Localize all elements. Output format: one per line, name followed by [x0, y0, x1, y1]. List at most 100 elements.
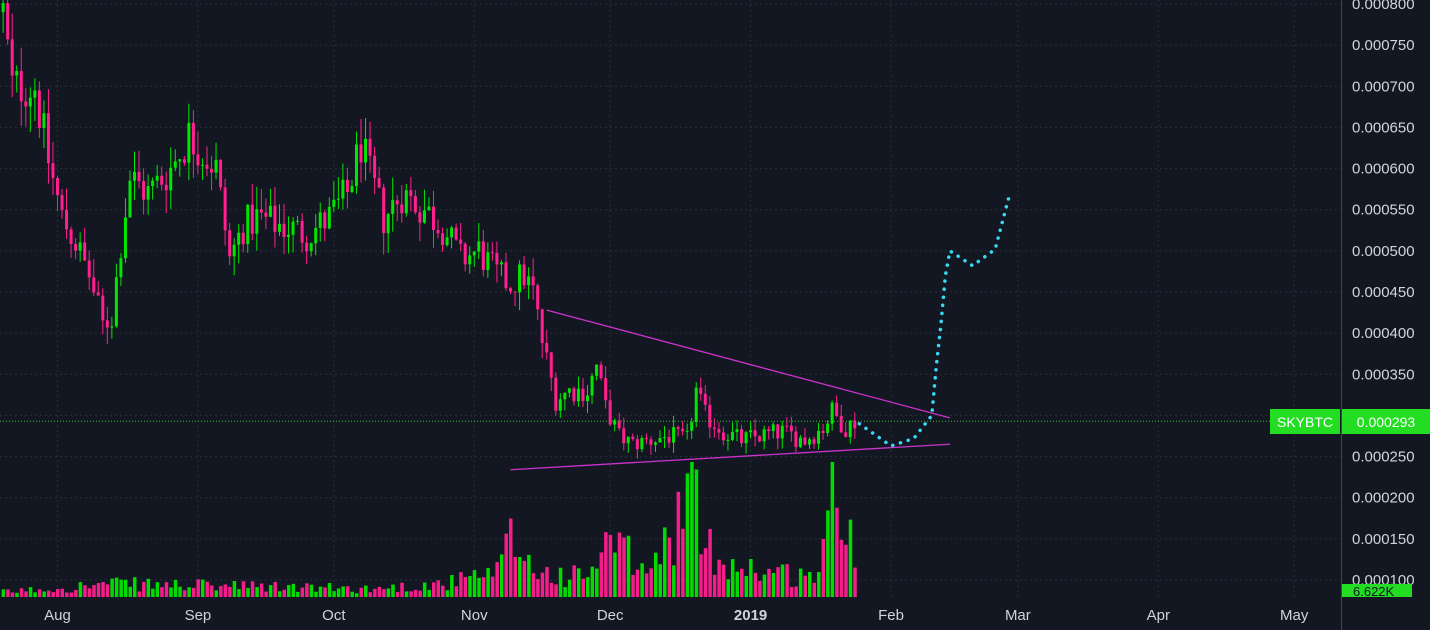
price-tick-label: 0.000750 — [1352, 37, 1415, 54]
volume-bar — [219, 586, 223, 597]
volume-bar — [513, 556, 518, 597]
candle-body — [794, 431, 798, 447]
candle-body — [232, 244, 236, 257]
volume-bar — [567, 579, 572, 597]
volume-bar — [685, 473, 690, 597]
volume-bar — [463, 576, 468, 597]
candle-body — [151, 180, 155, 186]
candle-body — [653, 442, 657, 445]
candle-body — [726, 439, 730, 441]
candle-body — [314, 227, 318, 244]
candle-body — [717, 428, 721, 433]
candle-body — [572, 388, 576, 402]
volume-bar — [78, 582, 83, 597]
candle-body — [486, 252, 490, 271]
candle-body — [33, 90, 37, 98]
candle-body — [740, 429, 744, 444]
candle-body — [468, 255, 472, 265]
volume-bar — [472, 570, 477, 597]
time-tick-label: Dec — [597, 607, 624, 624]
candle-body — [56, 177, 59, 196]
volume-bar — [540, 572, 545, 597]
time-tick-label: 2019 — [734, 607, 767, 624]
volume-bar — [56, 589, 60, 597]
candle-body — [377, 178, 381, 188]
volume-bar — [223, 584, 228, 597]
candle-body — [586, 395, 590, 402]
candle-body — [241, 232, 245, 245]
symbol-label: SKYBTC — [1277, 414, 1333, 430]
candle-body — [640, 438, 644, 450]
candle-body — [110, 326, 114, 328]
candle-body — [246, 204, 250, 245]
candle-body — [490, 252, 494, 254]
volume-bar — [626, 535, 631, 597]
price-tick-label: 0.000200 — [1352, 490, 1415, 507]
candle-body — [635, 439, 639, 450]
candle-body — [114, 277, 118, 327]
candle-body — [400, 204, 404, 214]
candle-body — [595, 364, 599, 376]
candle-body — [504, 262, 508, 289]
trendline[interactable] — [510, 443, 950, 471]
candle-body — [422, 210, 426, 223]
volume-bar — [404, 591, 409, 597]
time-axis[interactable]: Aug Sep Oct Nov Dec 2019 Feb Mar Apr May — [44, 607, 1309, 624]
candle-body — [282, 223, 286, 237]
candle-body — [749, 430, 753, 433]
volume-bar — [613, 552, 617, 597]
price-candles — [1, 0, 857, 459]
volume-bar — [690, 462, 694, 597]
candle-body — [155, 175, 159, 181]
candle-body — [373, 155, 377, 179]
volume-bar — [110, 578, 114, 597]
volume-bar — [622, 537, 626, 597]
volume-bar — [586, 577, 590, 597]
volume-bar — [92, 585, 96, 597]
volume-bar — [250, 581, 255, 597]
price-tick-label: 0.000700 — [1352, 78, 1415, 95]
volume-bar — [74, 589, 78, 597]
volume-bar — [649, 568, 653, 597]
volume-bar — [676, 491, 681, 597]
last-price-label: 0.000293 — [1357, 414, 1416, 430]
candle-body — [803, 437, 807, 445]
volume-bar — [631, 574, 635, 597]
candle-body — [545, 343, 549, 353]
volume-bar — [549, 582, 554, 597]
volume-bar — [445, 590, 450, 597]
candle-body — [481, 241, 485, 271]
candle-body — [327, 206, 331, 229]
candle-body — [210, 168, 214, 173]
volume-bar — [821, 538, 826, 597]
candle-body — [65, 209, 69, 230]
volume-bar — [490, 576, 495, 597]
candle-body — [382, 187, 386, 234]
candle-body — [37, 90, 41, 128]
candle-body — [391, 200, 395, 215]
volume-bar — [350, 591, 354, 597]
candle-body — [336, 198, 340, 200]
volume-bar — [377, 586, 382, 597]
candle-body — [527, 276, 531, 286]
volume-bar — [382, 589, 386, 597]
candle-body — [318, 212, 322, 228]
price-tick-label: 0.000650 — [1352, 119, 1415, 136]
candle-body — [196, 154, 200, 166]
trendline[interactable] — [546, 309, 951, 419]
candle-body — [101, 295, 105, 321]
volume-bar — [780, 564, 785, 597]
volume-bar — [69, 592, 74, 597]
volume-bar — [667, 537, 672, 597]
price-axis[interactable]: 0.0001000.0001500.0002000.0002500.000300… — [1352, 0, 1415, 589]
volume-bar — [776, 567, 780, 597]
volume-bar — [599, 552, 604, 597]
price-tick-label: 0.000150 — [1352, 531, 1415, 548]
volume-bar — [699, 554, 703, 597]
volume-bar — [531, 573, 536, 597]
volume-bar — [454, 586, 459, 597]
candle-body — [690, 422, 694, 431]
volume-bar — [241, 581, 246, 597]
volume-bar — [178, 586, 182, 597]
